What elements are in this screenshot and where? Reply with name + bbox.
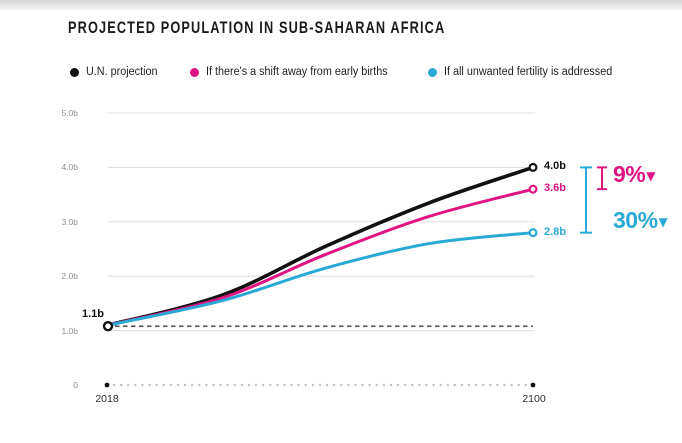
legend-item-shift-early-births: If there's a shift away from early birth…	[190, 64, 399, 80]
end-value-label-1: 3.6b	[544, 182, 567, 195]
series-line-2	[106, 231, 535, 327]
legend-dot-icon	[428, 67, 437, 77]
series-end-marker-0	[528, 162, 538, 172]
x-axis-start-dot	[104, 382, 110, 388]
series-line-1	[106, 187, 535, 327]
y-tick-label: 5.0b	[61, 108, 78, 118]
legend-item-unwanted-fertility: If all unwanted fertility is addressed	[428, 64, 623, 80]
x-tick-label: 2100	[522, 393, 546, 405]
start-value-label: 1.1b	[81, 308, 104, 321]
end-value-label-2: 2.8b	[544, 225, 567, 238]
y-tick-label: 0	[73, 380, 78, 390]
series-line-0	[106, 165, 535, 327]
legend-label: If all unwanted fertility is addressed	[444, 66, 613, 78]
annotation-9-percent: 9%▼	[613, 161, 655, 187]
y-tick-label: 2.0b	[61, 271, 78, 282]
series-end-marker-1	[528, 184, 538, 194]
x-axis-end-dot	[530, 382, 536, 388]
annotation-30-percent: 30%▼	[613, 207, 668, 233]
y-tick-label: 3.0b	[61, 216, 78, 227]
legend-label: U.N. projection	[86, 66, 158, 78]
y-tick-label: 4.0b	[61, 162, 78, 173]
legend-label: If there's a shift away from early birth…	[206, 66, 388, 78]
series-end-marker-2	[528, 228, 538, 238]
y-tick-label: 1.0b	[61, 325, 78, 336]
end-value-label-0: 4.0b	[544, 160, 567, 173]
chart-title: PROJECTED POPULATION IN SUB-SAHARAN AFRI…	[68, 18, 446, 37]
series-start-marker	[102, 320, 114, 332]
triangle-down-icon: ▼	[646, 169, 655, 183]
triangle-down-icon: ▼	[658, 215, 668, 229]
chart-legend: U.N. projection If there's a shift away …	[0, 64, 682, 80]
legend-dot-icon	[70, 67, 79, 77]
legend-item-un-projection: U.N. projection	[70, 64, 162, 80]
legend-dot-icon	[190, 67, 199, 77]
top-edge-strip	[0, 0, 682, 10]
x-tick-label: 2018	[95, 393, 119, 405]
